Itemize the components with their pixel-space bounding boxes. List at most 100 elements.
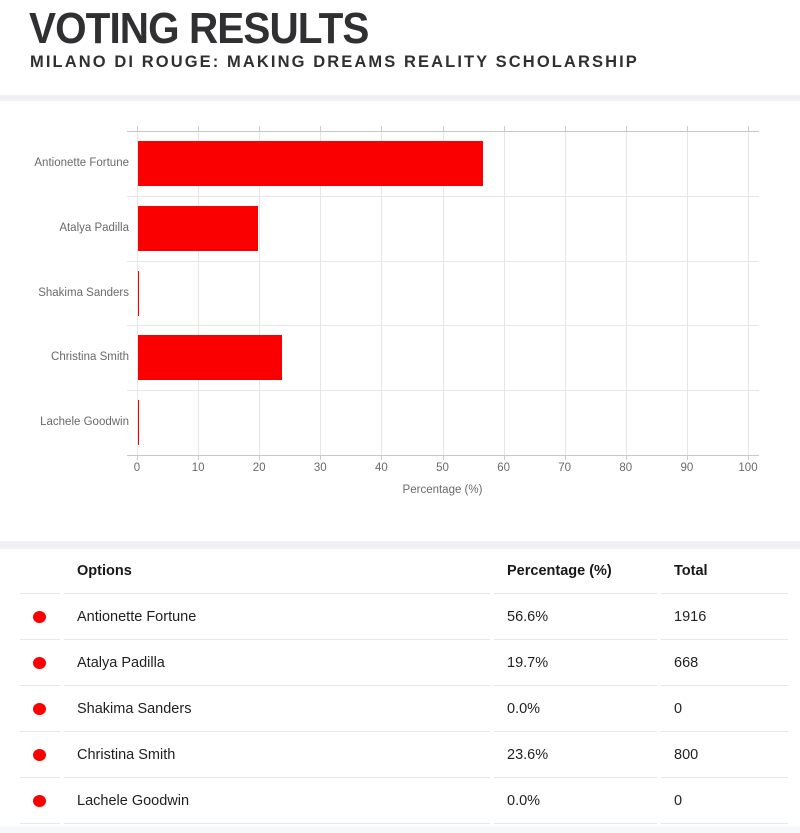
v-gridline xyxy=(564,131,566,455)
table-row: Antionette Fortune 56.6% 1916 xyxy=(20,594,788,640)
table-header-row: Options Percentage (%) Total xyxy=(20,549,788,594)
axis-tick xyxy=(137,455,138,460)
option-name-cell: Christina Smith xyxy=(64,732,490,778)
option-name-cell: Lachele Goodwin xyxy=(64,778,490,824)
total-cell: 1916 xyxy=(661,594,788,640)
percentage-cell: 56.6% xyxy=(494,594,657,640)
option-color-dot xyxy=(33,748,46,761)
total-cell: 0 xyxy=(661,778,788,824)
percentage-cell: 23.6% xyxy=(494,732,657,778)
option-color-dot xyxy=(33,702,46,715)
percentage-cell: 0.0% xyxy=(494,686,657,732)
results-table: Options Percentage (%) Total Antionette … xyxy=(16,549,792,824)
option-dot-cell xyxy=(20,686,60,732)
page-title: VOTING RESULTS xyxy=(29,4,369,53)
axis-line-bottom xyxy=(127,455,759,456)
category-label: Shakima Sanders xyxy=(38,286,129,299)
axis-tick xyxy=(259,126,261,131)
v-gridline xyxy=(503,131,505,455)
x-tick-label: 10 xyxy=(191,462,205,474)
section-divider xyxy=(0,541,800,549)
table-row: Shakima Sanders 0.0% 0 xyxy=(20,686,788,732)
axis-tick xyxy=(564,455,566,460)
axis-tick xyxy=(381,455,383,460)
axis-tick xyxy=(259,455,261,460)
axis-tick xyxy=(381,126,383,131)
x-tick-label: 50 xyxy=(436,462,449,474)
axis-tick xyxy=(748,455,749,460)
bar xyxy=(137,140,484,186)
percentage-column-header: Percentage (%) xyxy=(494,549,657,594)
voting-bar-chart: 0 10 20 30 40 50 60 70 80 90 100 Antionette Fortune… xyxy=(0,101,800,541)
x-tick-label: 80 xyxy=(619,462,633,474)
table-row: Lachele Goodwin 0.0% 0 xyxy=(20,778,788,824)
axis-tick xyxy=(503,455,505,460)
v-gridline xyxy=(381,131,383,455)
bar xyxy=(137,400,139,446)
option-dot-cell xyxy=(20,778,60,824)
v-gridline xyxy=(320,131,322,455)
option-color-dot xyxy=(33,794,46,807)
total-column-header: Total xyxy=(661,549,788,594)
axis-tick xyxy=(442,455,444,460)
axis-tick xyxy=(503,126,505,131)
category-label: Lachele Goodwin xyxy=(40,416,129,429)
option-color-dot xyxy=(33,656,46,669)
total-cell: 668 xyxy=(661,640,788,686)
x-tick-label: 90 xyxy=(680,462,694,474)
axis-tick xyxy=(198,126,200,131)
axis-tick xyxy=(625,126,627,131)
category-label: Christina Smith xyxy=(51,351,129,364)
dot-column-header xyxy=(20,549,60,594)
v-gridline xyxy=(198,131,200,455)
option-dot-cell xyxy=(20,594,60,640)
v-gridline xyxy=(625,131,627,455)
x-tick-label: 30 xyxy=(313,462,327,474)
axis-tick xyxy=(564,126,566,131)
x-axis-title: Percentage (%) xyxy=(402,484,483,496)
x-tick-label: 100 xyxy=(738,462,758,474)
v-gridline xyxy=(442,131,444,455)
h-gridline xyxy=(127,260,759,262)
options-column-header: Options xyxy=(64,549,490,594)
h-gridline xyxy=(127,390,759,392)
h-gridline xyxy=(127,195,759,197)
h-gridline xyxy=(127,325,759,327)
v-gridline xyxy=(686,131,688,455)
page-subtitle: MILANO DI ROUGE: MAKING DREAMS REALITY S… xyxy=(30,53,639,71)
option-dot-cell xyxy=(20,640,60,686)
option-name-cell: Antionette Fortune xyxy=(64,594,490,640)
results-table-section: Options Percentage (%) Total Antionette … xyxy=(0,549,800,824)
axis-tick xyxy=(198,455,200,460)
percentage-cell: 0.0% xyxy=(494,778,657,824)
section-divider xyxy=(0,95,800,101)
option-name-cell: Shakima Sanders xyxy=(64,686,490,732)
page-header: VOTING RESULTS MILANO DI ROUGE: MAKING D… xyxy=(0,0,800,95)
option-dot-cell xyxy=(20,732,60,778)
bar xyxy=(137,335,282,381)
axis-tick xyxy=(625,455,627,460)
axis-tick xyxy=(320,126,322,131)
percentage-cell: 19.7% xyxy=(494,640,657,686)
bar xyxy=(137,270,139,316)
axis-tick xyxy=(686,455,688,460)
total-cell: 800 xyxy=(661,732,788,778)
v-gridline xyxy=(259,131,261,455)
table-row: Atalya Padilla 19.7% 668 xyxy=(20,640,788,686)
axis-tick xyxy=(442,126,444,131)
axis-tick xyxy=(748,126,749,131)
axis-tick xyxy=(320,455,322,460)
x-tick-label: 60 xyxy=(497,462,510,474)
axis-tick xyxy=(686,126,688,131)
axis-line-top xyxy=(127,131,759,132)
footer-band xyxy=(0,826,800,833)
category-label: Atalya Padilla xyxy=(59,221,129,234)
bar xyxy=(137,205,258,251)
x-tick-label: 40 xyxy=(374,462,388,474)
x-tick-label: 20 xyxy=(252,462,266,474)
v-gridline xyxy=(748,131,749,455)
option-name-cell: Atalya Padilla xyxy=(64,640,490,686)
option-color-dot xyxy=(33,610,46,623)
x-tick-label: 0 xyxy=(133,462,141,474)
axis-tick xyxy=(137,126,138,131)
